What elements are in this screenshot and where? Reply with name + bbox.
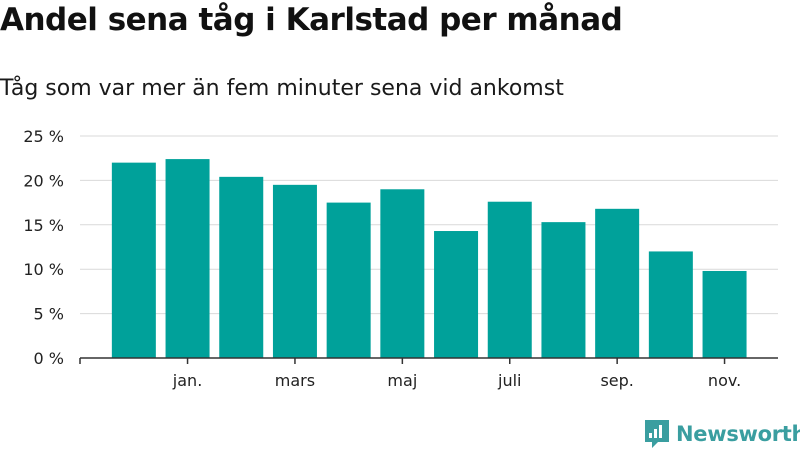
bar [219, 176, 264, 358]
x-tick-label: juli [497, 371, 521, 390]
x-tick-label: maj [387, 371, 417, 390]
y-tick-label: 15 % [23, 216, 64, 235]
bar [487, 201, 532, 358]
chart-title: Andel sena tåg i Karlstad per månad [0, 2, 623, 38]
newsworthy-logo-icon [645, 420, 669, 448]
chart-subtitle: Tåg som var mer än fem minuter sena vid … [0, 76, 564, 101]
bar [272, 184, 317, 358]
bar [380, 189, 425, 358]
x-axis-labels: jan. mars maj juli sep. nov. [172, 371, 741, 390]
bar [595, 208, 640, 358]
bars [111, 159, 747, 358]
x-tick-label: jan. [172, 371, 202, 390]
x-axis [79, 357, 778, 364]
y-tick-label: 5 % [34, 305, 64, 324]
y-tick-label: 0 % [34, 349, 64, 368]
y-tick-label: 25 % [23, 127, 64, 146]
x-tick-label: sep. [600, 371, 633, 390]
y-tick-label: 20 % [23, 171, 64, 190]
newsworthy-logo: Newsworthy [644, 419, 800, 449]
bar [541, 222, 586, 358]
newsworthy-logo-text: Newsworthy [676, 422, 800, 446]
bar [702, 270, 747, 358]
x-tick-label: mars [275, 371, 315, 390]
y-axis-labels: 0 % 5 % 10 % 15 % 20 % 25 % [23, 127, 64, 368]
bar [648, 251, 693, 358]
bar [165, 159, 210, 358]
bar [326, 202, 371, 358]
x-tick-label: nov. [708, 371, 741, 390]
bar [111, 162, 156, 358]
bar [434, 231, 479, 358]
y-tick-label: 10 % [23, 260, 64, 279]
